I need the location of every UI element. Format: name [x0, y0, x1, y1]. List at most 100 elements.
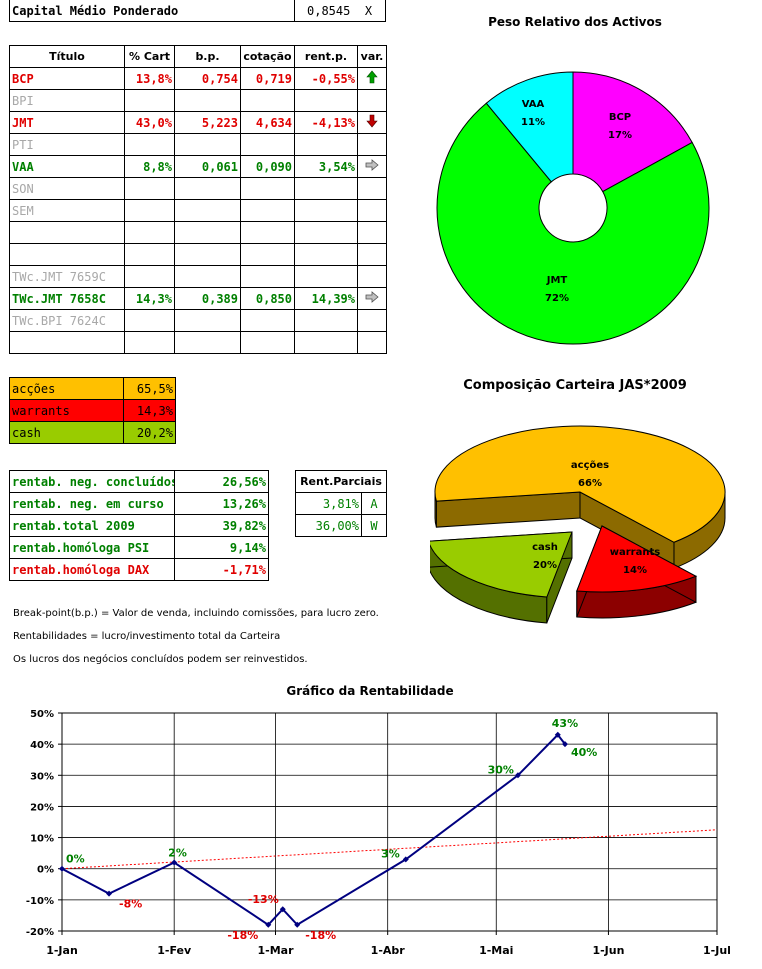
title-rent [294, 243, 358, 266]
title-rent: -4,13% [294, 111, 358, 134]
title-var [357, 155, 387, 178]
composition-value: 65,5% [123, 377, 176, 400]
title-var [357, 89, 387, 112]
pie1-title: Peso Relativo dos Activos [488, 15, 662, 29]
title-bp [174, 199, 241, 222]
y-tick-label: 0% [37, 865, 54, 876]
data-point [554, 731, 561, 738]
rentab-table: rentab. neg. concluídos 26,56% rentab. neg… [9, 470, 269, 581]
title-bp: 5,223 [174, 111, 241, 134]
title-row: TWc.BPI 7624C [9, 309, 387, 332]
arrow-right-icon [365, 291, 379, 303]
title-rent [294, 309, 358, 332]
composition-label: warrants [9, 399, 124, 422]
title-name: SON [9, 177, 125, 200]
title-cart [124, 265, 175, 288]
title-row: BPI [9, 89, 387, 112]
note-breakpoint: Break-point(b.p.) = Valor de venda, incl… [13, 608, 379, 619]
pie2-label: cash [532, 542, 558, 553]
y-tick-label: -10% [26, 896, 54, 907]
parciais-code: W [360, 514, 388, 537]
y-tick-label: 20% [30, 802, 54, 813]
pie1-slice-bcp [572, 71, 693, 193]
parciais-table: Rent.Parciais 3,81% A 36,00% W [294, 470, 388, 537]
pie1-percent: 11% [521, 117, 545, 128]
title-name: JMT [9, 111, 125, 134]
title-cot: 0,090 [240, 155, 295, 178]
header-bp: b.p. [174, 45, 241, 68]
title-row: BCP 13,8% 0,754 0,719 -0,55% [9, 67, 387, 90]
header-cart: % Cart [124, 45, 175, 68]
pie1-percent: 72% [545, 293, 569, 304]
pie1-label: JMT [546, 275, 568, 286]
data-label: 30% [488, 763, 514, 776]
title-cot [240, 331, 295, 354]
composition-value: 14,3% [123, 399, 176, 422]
data-point [514, 772, 521, 779]
title-row [9, 331, 387, 354]
title-rent: 3,54% [294, 155, 358, 178]
rentab-value: -1,71% [174, 558, 269, 581]
data-label: 43% [552, 717, 578, 730]
title-cot: 4,634 [240, 111, 295, 134]
x-tick-label: 1-Jun [592, 944, 624, 957]
header-var: var. [357, 45, 387, 68]
title-cart [124, 177, 175, 200]
title-name [9, 243, 125, 266]
title-name: BCP [9, 67, 125, 90]
title-name: TWc.BPI 7624C [9, 309, 125, 332]
title-cot [240, 89, 295, 112]
y-tick-label: 10% [30, 834, 54, 845]
title-cot [240, 265, 295, 288]
pie1-chart: BCP 17% JMT 72% VAA 11% [436, 71, 710, 345]
composition-row-cash: cash 20,2% [9, 421, 176, 444]
data-label: 0% [66, 853, 85, 866]
title-name: BPI [9, 89, 125, 112]
title-var [357, 177, 387, 200]
composition-label: acções [9, 377, 124, 400]
parciais-value: 36,00% [295, 514, 362, 537]
title-row: SEM [9, 199, 387, 222]
x-tick-label: 1-Mar [258, 944, 295, 957]
rentab-value: 26,56% [174, 470, 269, 493]
rentab-row: rentab.homóloga PSI 9,14% [9, 536, 269, 559]
data-label: 2% [168, 846, 187, 859]
rentab-row: rentab. neg. em curso 13,26% [9, 492, 269, 515]
pie1-slice-vaa [485, 71, 574, 183]
data-point [59, 865, 65, 872]
pie1-label: VAA [522, 99, 545, 110]
parciais-value: 3,81% [295, 492, 362, 515]
title-name: VAA [9, 155, 125, 178]
title-var [357, 331, 387, 354]
title-var [357, 133, 387, 156]
line-chart-title: Gráfico da Rentabilidade [286, 684, 454, 698]
arrow-right-icon [365, 159, 379, 171]
title-cart [124, 89, 175, 112]
data-label: -18% [305, 929, 336, 942]
title-row: SON [9, 177, 387, 200]
capital-value-number: 0,8545 [307, 3, 351, 18]
title-bp [174, 265, 241, 288]
capital-mark: X [364, 3, 373, 18]
title-bp [174, 243, 241, 266]
title-var [357, 221, 387, 244]
title-rent [294, 331, 358, 354]
data-point [265, 921, 272, 928]
title-var [357, 199, 387, 222]
y-tick-label: 40% [30, 740, 54, 751]
data-label: -8% [119, 898, 142, 911]
title-rent [294, 221, 358, 244]
capital-value: 0,8545 X [294, 0, 386, 22]
title-row: TWc.JMT 7659C [9, 265, 387, 288]
title-cot [240, 199, 295, 222]
header-titulo: Título [9, 45, 125, 68]
series-line [61, 733, 566, 927]
rentab-label: rentab.homóloga DAX [9, 558, 175, 581]
title-cart: 8,8% [124, 155, 175, 178]
title-cot [240, 243, 295, 266]
composition-value: 20,2% [123, 421, 176, 444]
title-cart: 13,8% [124, 67, 175, 90]
x-tick-label: 1-Mai [479, 944, 513, 957]
x-tick-label: 1-Abr [371, 944, 406, 957]
data-label: -18% [227, 929, 258, 942]
